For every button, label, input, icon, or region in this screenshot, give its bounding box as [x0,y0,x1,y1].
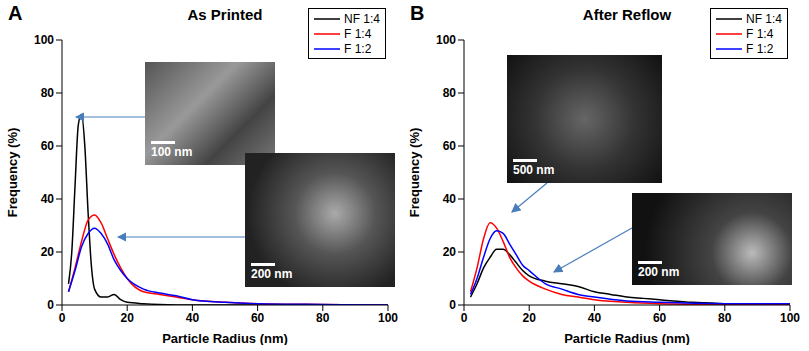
svg-text:0: 0 [461,311,468,325]
svg-text:0: 0 [47,298,54,312]
svg-text:100: 100 [436,33,456,47]
svg-text:Frequency (%): Frequency (%) [5,128,20,218]
svg-text:100: 100 [34,33,54,47]
svg-text:20: 20 [523,311,537,325]
svg-text:Particle Radius (nm): Particle Radius (nm) [564,331,690,345]
svg-text:80: 80 [41,86,55,100]
html-text:After Reflow: After Reflow [582,6,672,23]
svg-text:60: 60 [251,311,265,325]
svg-text:Particle Radius (nm): Particle Radius (nm) [162,331,288,345]
svg-text:40: 40 [588,311,602,325]
svg-text:60: 60 [41,139,55,153]
html-text:200 nm: 200 nm [638,265,680,279]
svg-text:40: 40 [41,192,55,206]
svg-text:0: 0 [449,298,456,312]
html-text:F 1:2: F 1:2 [344,41,372,56]
html-text:A: A [8,2,23,24]
html-text:F 1:4: F 1:4 [344,26,372,41]
html-text:B: B [410,2,425,24]
svg-text:60: 60 [653,311,667,325]
html-text:100 nm: 100 nm [151,145,193,159]
svg-text:20: 20 [443,245,457,259]
svg-text:20: 20 [41,245,55,259]
html-text:200 nm: 200 nm [251,267,293,281]
svg-text:Frequency (%): Frequency (%) [407,128,422,218]
html-text:NF 1:4: NF 1:4 [746,11,782,26]
svg-text:100: 100 [378,311,398,325]
svg-text:80: 80 [316,311,330,325]
html-text:As Printed: As Printed [187,6,263,23]
html-text:F 1:2: F 1:2 [746,41,774,56]
svg-text:80: 80 [718,311,732,325]
html-text:NF 1:4: NF 1:4 [344,11,380,26]
svg-text:40: 40 [443,192,457,206]
svg-text:60: 60 [443,139,457,153]
svg-text:0: 0 [59,311,66,325]
svg-text:80: 80 [443,86,457,100]
html-text:F 1:4: F 1:4 [746,26,774,41]
svg-text:20: 20 [121,311,135,325]
svg-text:40: 40 [186,311,200,325]
svg-text:100: 100 [780,311,800,325]
html-text:500 nm: 500 nm [513,163,555,177]
